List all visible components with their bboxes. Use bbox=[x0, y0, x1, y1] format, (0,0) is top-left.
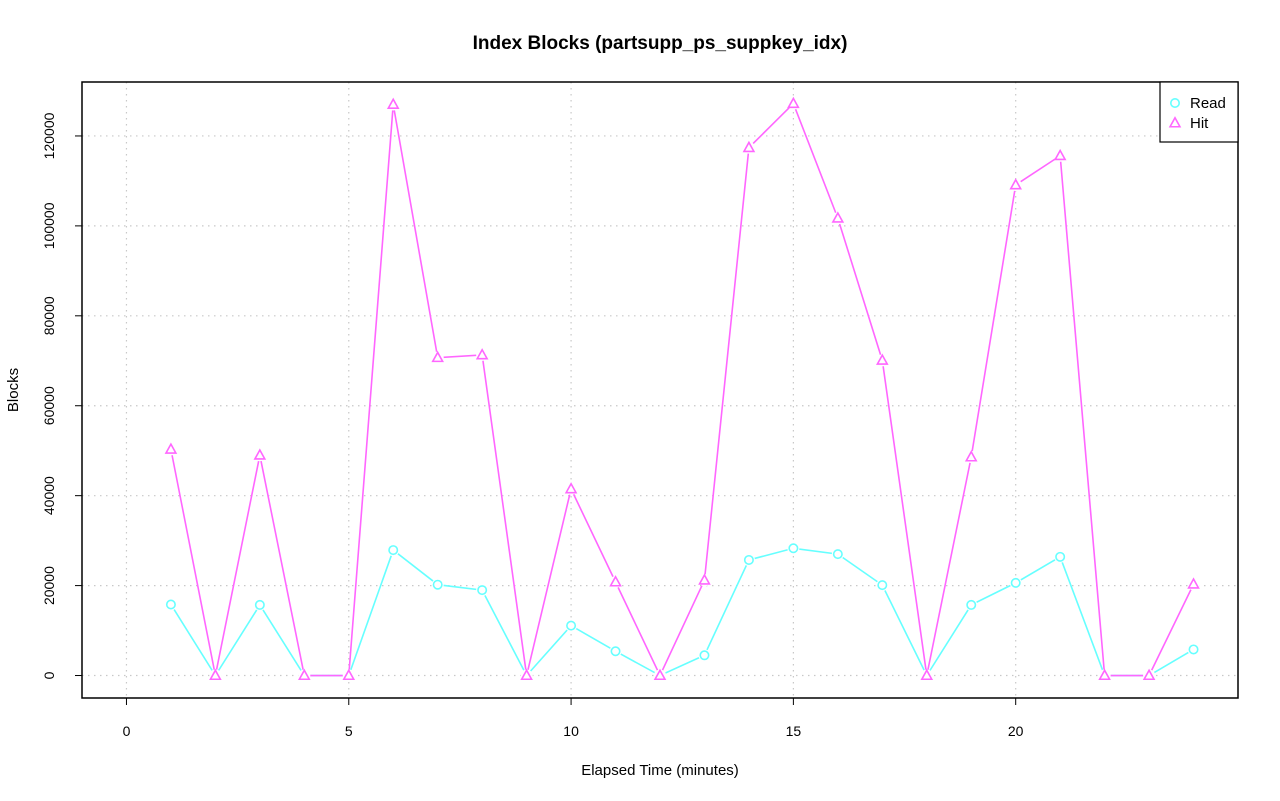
data-point-read bbox=[432, 579, 443, 590]
x-tick-label: 20 bbox=[1008, 723, 1024, 739]
data-point-read bbox=[610, 646, 621, 657]
grid-lines bbox=[82, 82, 1238, 698]
data-point-read bbox=[788, 543, 799, 554]
y-tick-label: 80000 bbox=[41, 296, 57, 335]
data-point-read bbox=[877, 580, 888, 591]
data-point-hit bbox=[1187, 577, 1200, 589]
x-tick-label: 5 bbox=[345, 723, 353, 739]
data-point-read bbox=[165, 599, 176, 610]
data-point-read bbox=[388, 545, 399, 556]
legend-box bbox=[1159, 81, 1239, 143]
data-point-read bbox=[1055, 551, 1066, 562]
legend-label-read: Read bbox=[1190, 95, 1226, 112]
data-point-read bbox=[1188, 644, 1199, 655]
data-point-hit bbox=[920, 668, 934, 681]
x-axis-title: Elapsed Time (minutes) bbox=[581, 762, 739, 779]
axes: 0 5 10 15 20 0 20000 40000 60000 80000 100000 12000… bbox=[41, 112, 1024, 739]
series-lines bbox=[164, 96, 1200, 682]
data-point-hit bbox=[1009, 178, 1022, 190]
data-point-hit bbox=[653, 668, 667, 681]
x-tick-label: 10 bbox=[563, 723, 579, 739]
data-point-hit bbox=[253, 448, 267, 460]
data-point-hit bbox=[431, 350, 444, 363]
data-point-hit bbox=[609, 575, 622, 587]
data-point-read bbox=[743, 554, 754, 565]
data-point-hit bbox=[475, 348, 489, 360]
y-tick-label: 100000 bbox=[41, 202, 57, 249]
series-line-hit bbox=[170, 102, 1195, 678]
legend-marker-read bbox=[1170, 98, 1181, 109]
data-point-hit bbox=[831, 211, 845, 223]
data-point-hit bbox=[787, 96, 800, 109]
data-point-hit bbox=[742, 140, 756, 153]
x-tick-label: 15 bbox=[786, 723, 802, 739]
data-point-read bbox=[477, 585, 488, 596]
data-point-read bbox=[966, 599, 977, 610]
data-point-read bbox=[254, 599, 265, 610]
data-point-hit bbox=[386, 97, 400, 110]
data-point-hit bbox=[1142, 668, 1156, 681]
chart-title: Index Blocks (partsupp_ps_suppkey_idx) bbox=[473, 33, 848, 54]
data-point-read bbox=[566, 620, 577, 631]
legend: Read Hit bbox=[1159, 81, 1239, 143]
data-point-hit bbox=[964, 450, 978, 462]
y-tick-label: 120000 bbox=[41, 112, 57, 159]
data-point-hit bbox=[1053, 148, 1067, 161]
y-tick-label: 0 bbox=[41, 671, 57, 679]
data-point-hit bbox=[520, 668, 533, 681]
data-point-hit bbox=[298, 668, 311, 681]
data-point-hit bbox=[209, 668, 222, 681]
series-hit bbox=[164, 96, 1200, 682]
y-tick-label: 40000 bbox=[41, 476, 57, 515]
data-point-read bbox=[699, 650, 710, 661]
x-tick-label: 0 bbox=[123, 723, 131, 739]
plot-frame bbox=[81, 81, 1239, 699]
data-point-hit bbox=[1098, 668, 1111, 681]
data-point-hit bbox=[698, 573, 711, 585]
data-point-hit bbox=[164, 442, 178, 454]
data-point-hit bbox=[564, 482, 578, 494]
y-tick-label: 60000 bbox=[41, 386, 57, 425]
y-tick-label: 20000 bbox=[41, 566, 57, 605]
data-point-read bbox=[1010, 577, 1021, 588]
data-point-read bbox=[832, 549, 843, 560]
data-point-hit bbox=[876, 353, 889, 365]
y-axis-title: Blocks bbox=[5, 368, 22, 412]
legend-label-hit: Hit bbox=[1190, 115, 1209, 132]
legend-marker-hit bbox=[1168, 116, 1182, 128]
data-point-hit bbox=[342, 668, 356, 681]
